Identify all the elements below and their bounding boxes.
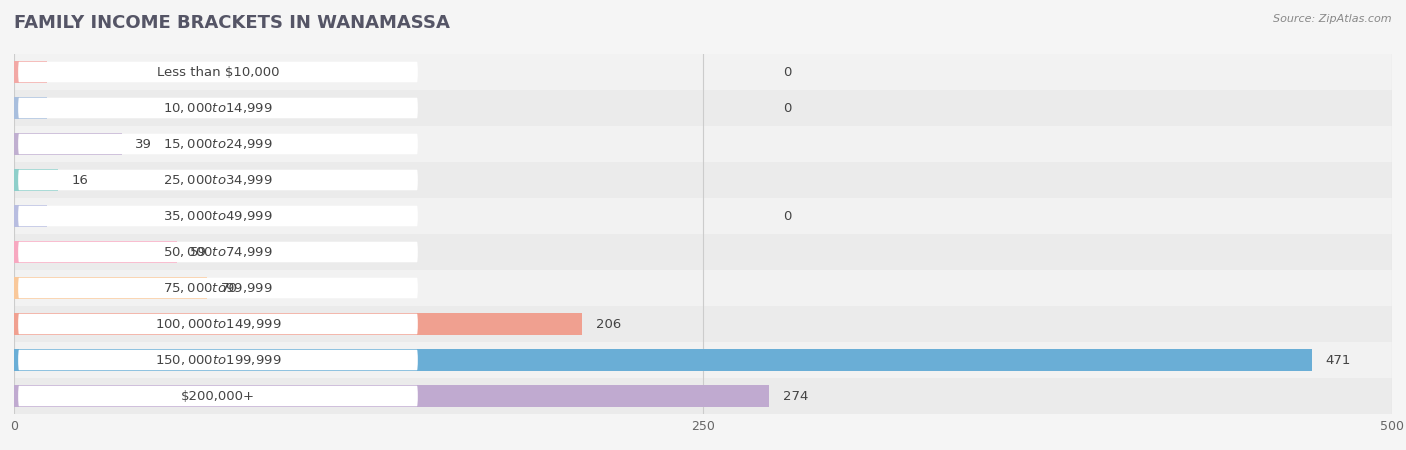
FancyBboxPatch shape <box>18 242 418 262</box>
Text: Source: ZipAtlas.com: Source: ZipAtlas.com <box>1274 14 1392 23</box>
Text: 70: 70 <box>221 282 238 294</box>
Bar <box>14 54 1392 90</box>
FancyBboxPatch shape <box>18 206 418 226</box>
Text: $15,000 to $24,999: $15,000 to $24,999 <box>163 137 273 151</box>
Bar <box>14 126 1392 162</box>
Text: 0: 0 <box>783 66 792 78</box>
FancyBboxPatch shape <box>18 134 418 154</box>
Bar <box>14 205 48 227</box>
FancyBboxPatch shape <box>18 170 418 190</box>
Text: $35,000 to $49,999: $35,000 to $49,999 <box>163 209 273 223</box>
Bar <box>14 198 1392 234</box>
Text: 16: 16 <box>72 174 89 186</box>
Text: 206: 206 <box>596 318 621 330</box>
Bar <box>14 306 1392 342</box>
FancyBboxPatch shape <box>18 278 418 298</box>
Text: $50,000 to $74,999: $50,000 to $74,999 <box>163 245 273 259</box>
Text: $10,000 to $14,999: $10,000 to $14,999 <box>163 101 273 115</box>
Text: 0: 0 <box>783 102 792 114</box>
Text: $150,000 to $199,999: $150,000 to $199,999 <box>155 353 281 367</box>
Text: $25,000 to $34,999: $25,000 to $34,999 <box>163 173 273 187</box>
Bar <box>14 97 48 119</box>
Bar <box>14 241 177 263</box>
FancyBboxPatch shape <box>18 98 418 118</box>
Text: Less than $10,000: Less than $10,000 <box>156 66 280 78</box>
Bar <box>14 313 582 335</box>
Text: 274: 274 <box>783 390 808 402</box>
Text: 0: 0 <box>783 210 792 222</box>
Bar <box>14 385 769 407</box>
Text: 471: 471 <box>1326 354 1351 366</box>
Bar <box>14 169 58 191</box>
Bar <box>14 378 1392 414</box>
Text: FAMILY INCOME BRACKETS IN WANAMASSA: FAMILY INCOME BRACKETS IN WANAMASSA <box>14 14 450 32</box>
Bar <box>14 90 1392 126</box>
FancyBboxPatch shape <box>18 314 418 334</box>
Text: $200,000+: $200,000+ <box>181 390 254 402</box>
Bar <box>14 61 48 83</box>
Bar <box>14 162 1392 198</box>
Text: $100,000 to $149,999: $100,000 to $149,999 <box>155 317 281 331</box>
Bar <box>14 270 1392 306</box>
Text: 59: 59 <box>190 246 207 258</box>
FancyBboxPatch shape <box>18 62 418 82</box>
FancyBboxPatch shape <box>18 386 418 406</box>
Text: 39: 39 <box>135 138 152 150</box>
Bar <box>14 234 1392 270</box>
Bar <box>14 133 121 155</box>
FancyBboxPatch shape <box>18 350 418 370</box>
Bar <box>14 349 1312 371</box>
Bar <box>14 342 1392 378</box>
Bar <box>14 277 207 299</box>
Text: $75,000 to $99,999: $75,000 to $99,999 <box>163 281 273 295</box>
